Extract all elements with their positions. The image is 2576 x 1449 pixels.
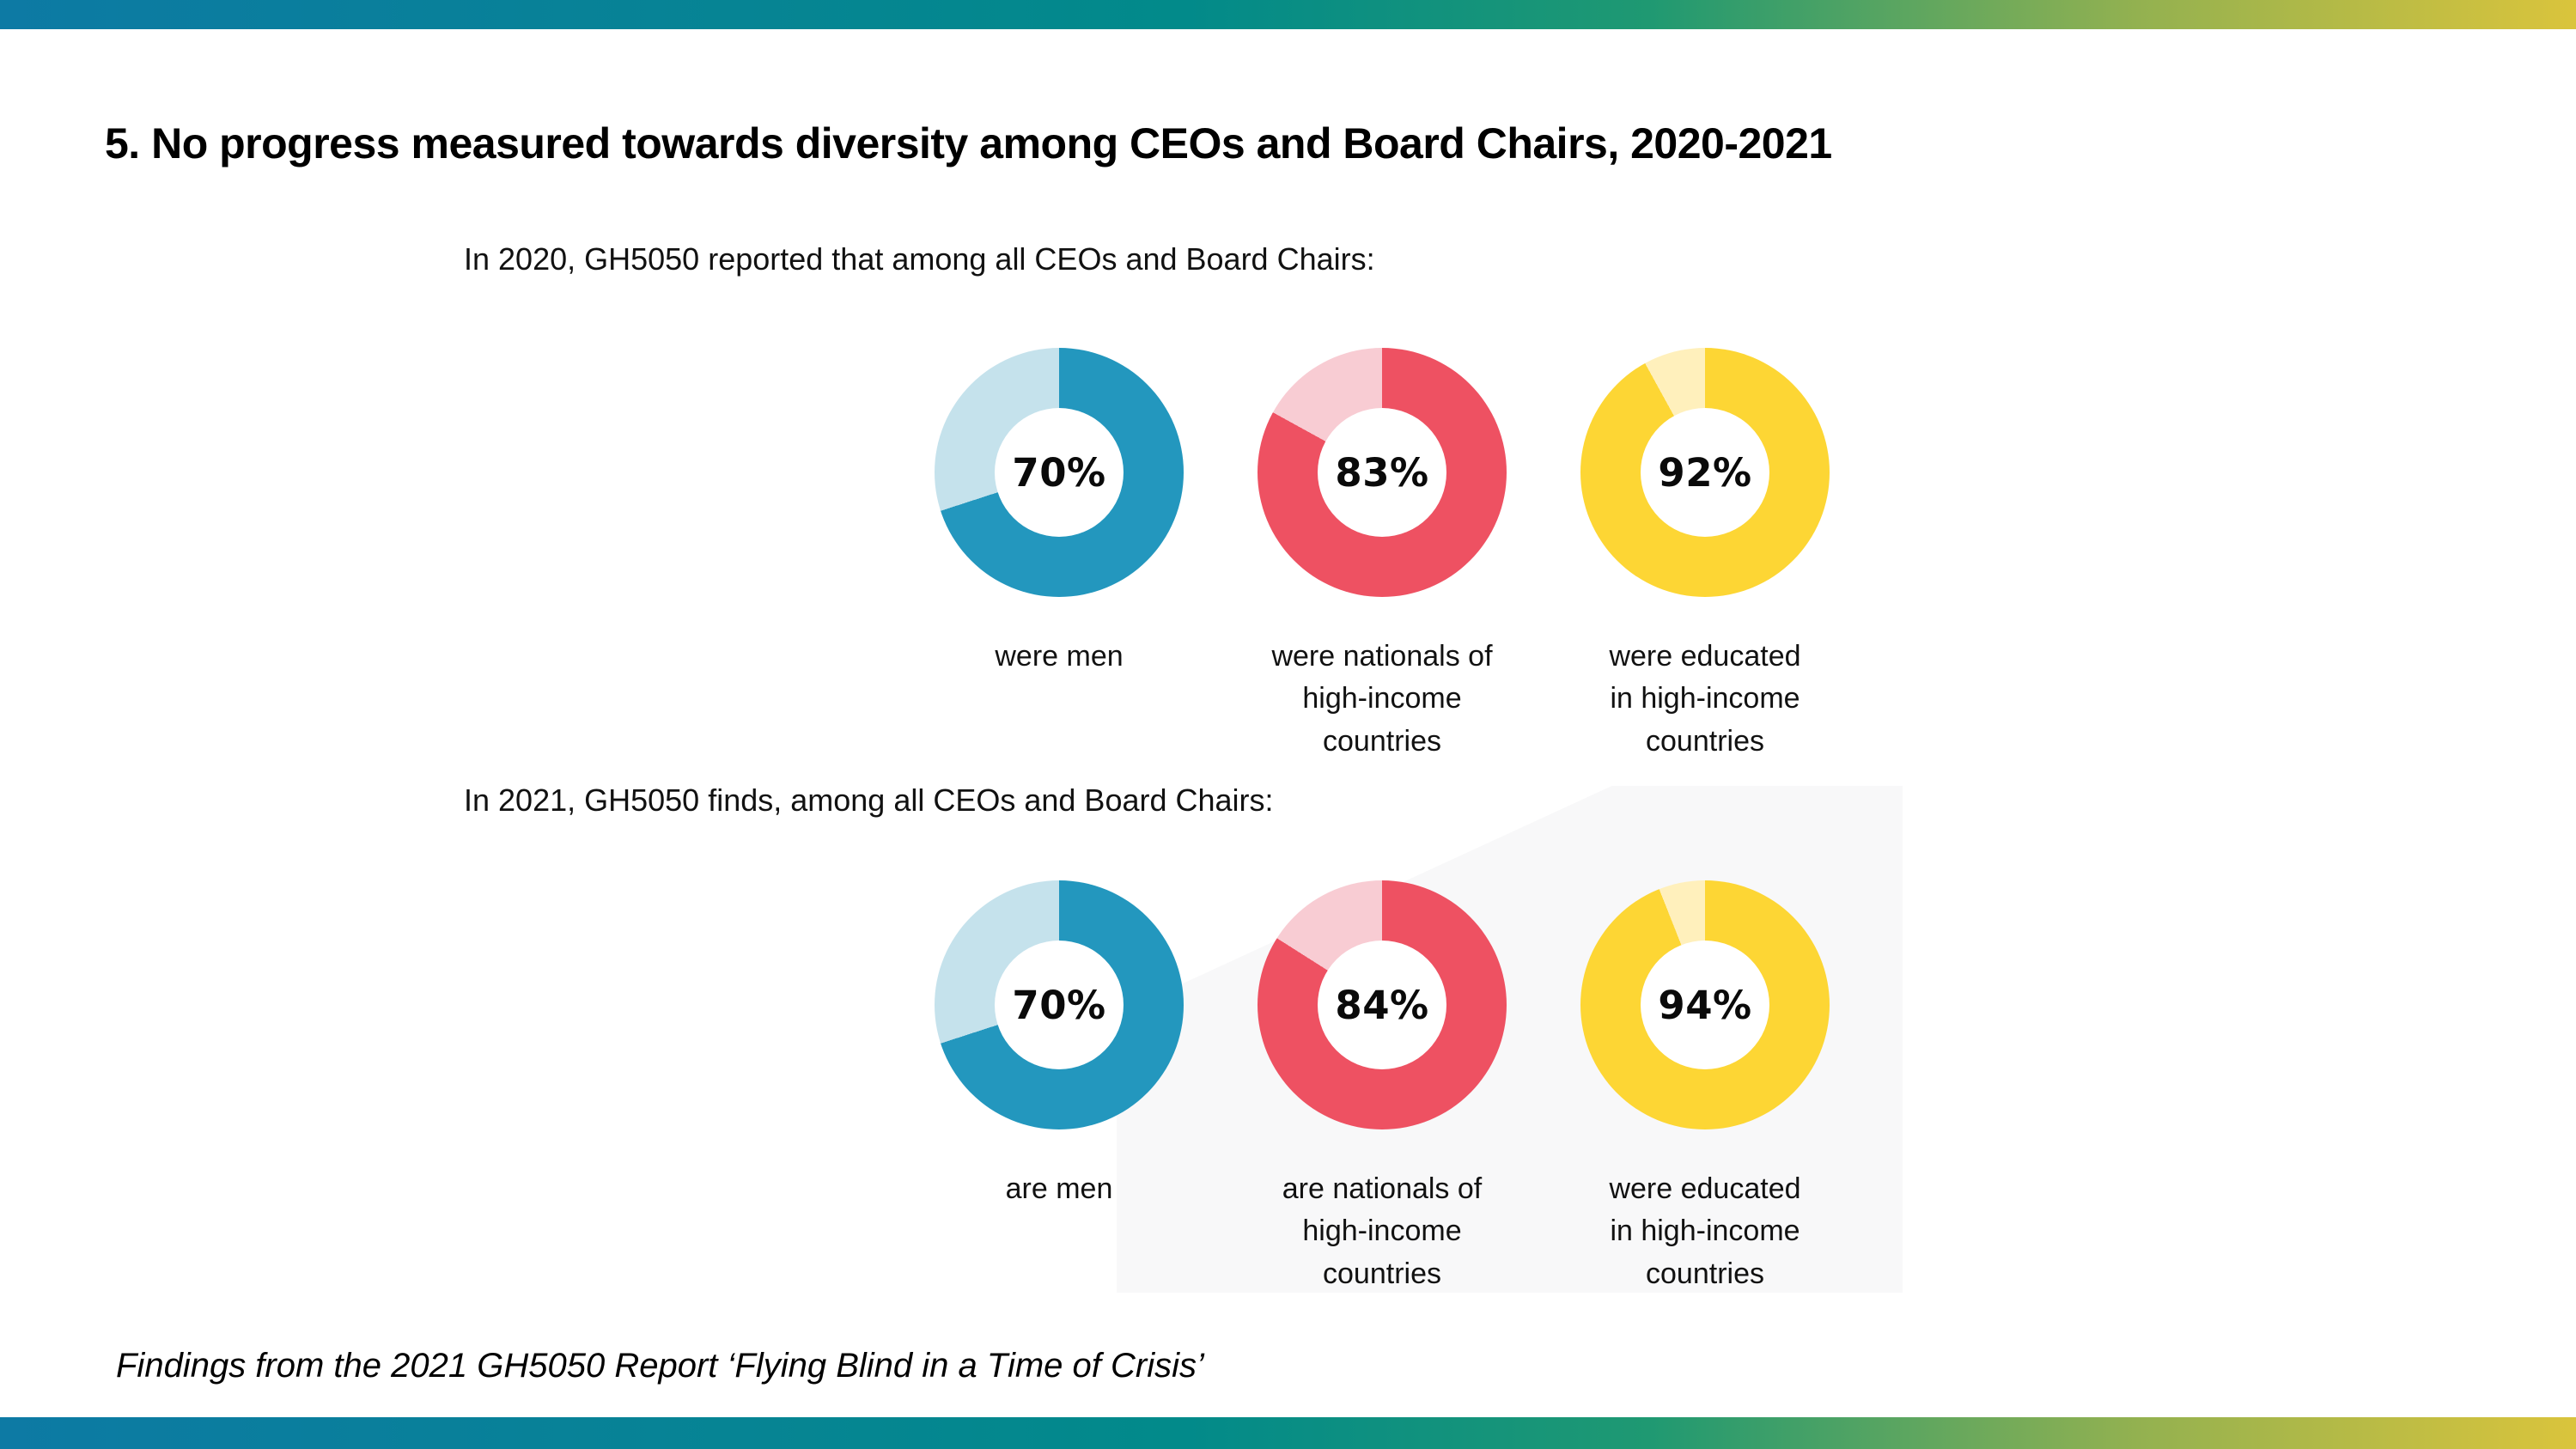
group-caption-2020: In 2020, GH5050 reported that among all … [464, 241, 1375, 277]
donut-row-2020: 70% were men 83% were nationals of high-… [898, 348, 1867, 763]
donut-chart-educated-2020: 92% [1580, 348, 1830, 597]
bottom-gradient-bar [0, 1417, 2576, 1449]
donut-column: 92% were educated in high-income countri… [1544, 348, 1867, 763]
top-gradient-bar [0, 0, 2576, 29]
donut-column: 83% were nationals of high-income countr… [1221, 348, 1544, 763]
donut-hole: 70% [995, 408, 1124, 537]
donut-chart-men-2021: 70% [935, 880, 1184, 1129]
footer-source-note: Findings from the 2021 GH5050 Report ‘Fl… [116, 1347, 1204, 1385]
donut-row-2021: 70% are men 84% are nationals of high-in… [898, 880, 1867, 1295]
group-caption-2021: In 2021, GH5050 finds, among all CEOs an… [464, 782, 1274, 818]
donut-hole: 94% [1641, 941, 1769, 1069]
donut-chart-men-2020: 70% [935, 348, 1184, 597]
donut-value-label: 92% [1658, 449, 1752, 496]
donut-caption: were educated in high-income countries [1609, 1172, 1801, 1290]
donut-caption: were nationals of high-income countries [1271, 640, 1493, 758]
donut-column: 70% are men [898, 880, 1221, 1295]
donut-chart-nationals-2021: 84% [1258, 880, 1507, 1129]
donut-value-label: 83% [1335, 449, 1429, 496]
donut-chart-nationals-2020: 83% [1258, 348, 1507, 597]
donut-column: 94% were educated in high-income countri… [1544, 880, 1867, 1295]
donut-value-label: 94% [1658, 982, 1752, 1028]
donut-hole: 84% [1318, 941, 1446, 1069]
donut-column: 84% are nationals of high-income countri… [1221, 880, 1544, 1295]
donut-hole: 83% [1318, 408, 1446, 537]
donut-value-label: 84% [1335, 982, 1429, 1028]
donut-value-label: 70% [1012, 982, 1106, 1028]
donut-hole: 92% [1641, 408, 1769, 537]
donut-hole: 70% [995, 941, 1124, 1069]
donut-caption: were educated in high-income countries [1609, 640, 1801, 758]
donut-caption: are men [1005, 1172, 1113, 1205]
slide-title: 5. No progress measured towards diversit… [105, 119, 1832, 167]
donut-chart-educated-2021: 94% [1580, 880, 1830, 1129]
donut-value-label: 70% [1012, 449, 1106, 496]
donut-caption: are nationals of high-income countries [1282, 1172, 1483, 1290]
donut-column: 70% were men [898, 348, 1221, 763]
donut-caption: were men [995, 640, 1124, 673]
